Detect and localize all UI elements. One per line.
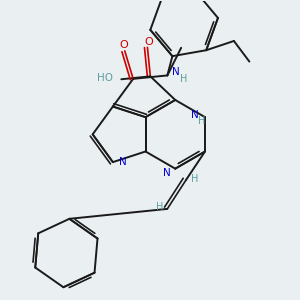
Text: H: H (190, 174, 198, 184)
Text: N: N (119, 157, 127, 167)
Text: H: H (180, 74, 187, 84)
Text: N: N (172, 68, 180, 77)
Text: HO: HO (97, 73, 113, 83)
Text: H: H (198, 116, 205, 126)
Text: H: H (156, 202, 164, 212)
Text: N: N (163, 168, 171, 178)
Text: O: O (145, 37, 153, 47)
Text: O: O (119, 40, 128, 50)
Text: N: N (191, 110, 198, 120)
